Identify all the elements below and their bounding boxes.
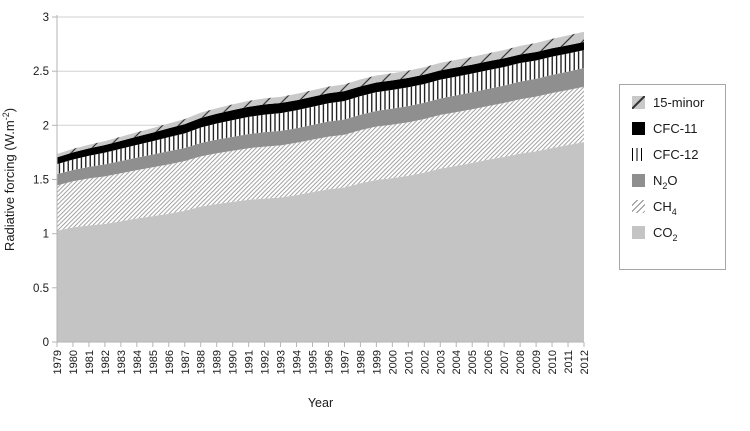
x-tick-label: 2008 [515, 350, 527, 374]
legend-swatch-cfc-11 [632, 121, 645, 135]
x-tick-label: 1993 [276, 350, 288, 374]
legend-item-cfc-11: CFC-11 [632, 115, 725, 141]
legend-label-15-minor: 15-minor [653, 94, 705, 110]
x-tick-label: 1992 [260, 350, 272, 374]
x-tick-label: 2012 [579, 350, 591, 374]
x-tick-label: 1986 [164, 350, 176, 374]
legend-swatch-n2o [632, 173, 645, 187]
x-tick-label: 1987 [180, 350, 192, 374]
x-tick-label: 1996 [323, 350, 335, 374]
legend-item-15-minor: 15-minor [632, 89, 725, 115]
y-tick-label: 1.5 [33, 175, 49, 187]
legend-label-ch4: CH4 [653, 198, 677, 217]
legend-swatch-co2 [632, 225, 645, 239]
area-15-minor [57, 31, 584, 158]
x-tick-label: 2004 [451, 350, 463, 374]
x-tick-label: 1998 [355, 350, 367, 374]
x-tick-label: 1997 [339, 350, 351, 374]
area-CFC-12 [57, 50, 584, 175]
x-tick-label: 1984 [132, 350, 144, 374]
x-tick-label: 2000 [387, 350, 399, 374]
legend-label-cfc-12: CFC-12 [653, 146, 699, 162]
legend-label-n2o: N2O [653, 172, 678, 191]
y-axis-title: Radiative forcing (W.m-2) [1, 108, 17, 251]
x-tick-label: 1980 [68, 350, 80, 374]
x-tick-label: 2010 [547, 350, 559, 374]
x-tick-label: 1991 [244, 350, 256, 374]
area-CFC-11 [57, 42, 584, 165]
y-tick-label: 2 [43, 120, 49, 132]
x-tick-label: 1979 [52, 350, 64, 374]
x-tick-label: 2002 [419, 350, 431, 374]
x-tick-label: 1999 [371, 350, 383, 374]
area-CO2 [57, 142, 584, 342]
y-tick-label: 3 [43, 12, 49, 24]
legend-swatch-ch4 [632, 199, 645, 213]
x-tick-label: 1983 [116, 350, 128, 374]
x-tick-label: 2006 [483, 350, 495, 374]
legend-label-co2: CO2 [653, 224, 678, 243]
y-tick-label: 0.5 [33, 283, 49, 295]
x-tick-label: 1990 [228, 350, 240, 374]
legend-item-n2o: N2O [632, 167, 725, 193]
legend-item-cfc-12: CFC-12 [632, 141, 725, 167]
y-tick-label: 0 [43, 337, 49, 349]
x-tick-label: 2007 [499, 350, 511, 374]
x-tick-label: 1994 [292, 350, 304, 374]
legend-swatch-15-minor [632, 95, 645, 109]
x-tick-label: 1981 [84, 350, 96, 374]
legend-swatch-cfc-12 [632, 147, 645, 161]
axes: 0 0.5 1 1.5 2 2.5 3 1979 1980 1981 1982 1983 1984 198… [33, 12, 591, 374]
area-CH4 [57, 86, 584, 231]
x-tick-label: 1995 [308, 350, 320, 374]
x-tick-label: 1989 [212, 350, 224, 374]
legend-label-cfc-11: CFC-11 [653, 120, 698, 136]
stacked-areas [57, 31, 584, 342]
legend-item-ch4: CH4 [632, 193, 725, 219]
x-tick-label: 2011 [563, 350, 575, 374]
legend-item-co2: CO2 [632, 219, 725, 245]
x-tick-label: 2009 [531, 350, 543, 374]
area-N2O [57, 68, 584, 186]
legend-box: 15-minor CFC-11 CFC-12 N2O CH4 CO2 [619, 84, 726, 270]
x-tick-label: 1982 [100, 350, 112, 374]
x-tick-label: 2005 [467, 350, 479, 374]
x-tick-label: 1985 [148, 350, 160, 374]
y-tick-label: 2.5 [33, 66, 49, 78]
x-tick-label: 2003 [435, 350, 447, 374]
y-tick-label: 1 [43, 229, 49, 241]
x-tick-label: 1988 [196, 350, 208, 374]
x-axis-title: Year [307, 396, 334, 410]
x-tick-label: 2001 [403, 350, 415, 374]
